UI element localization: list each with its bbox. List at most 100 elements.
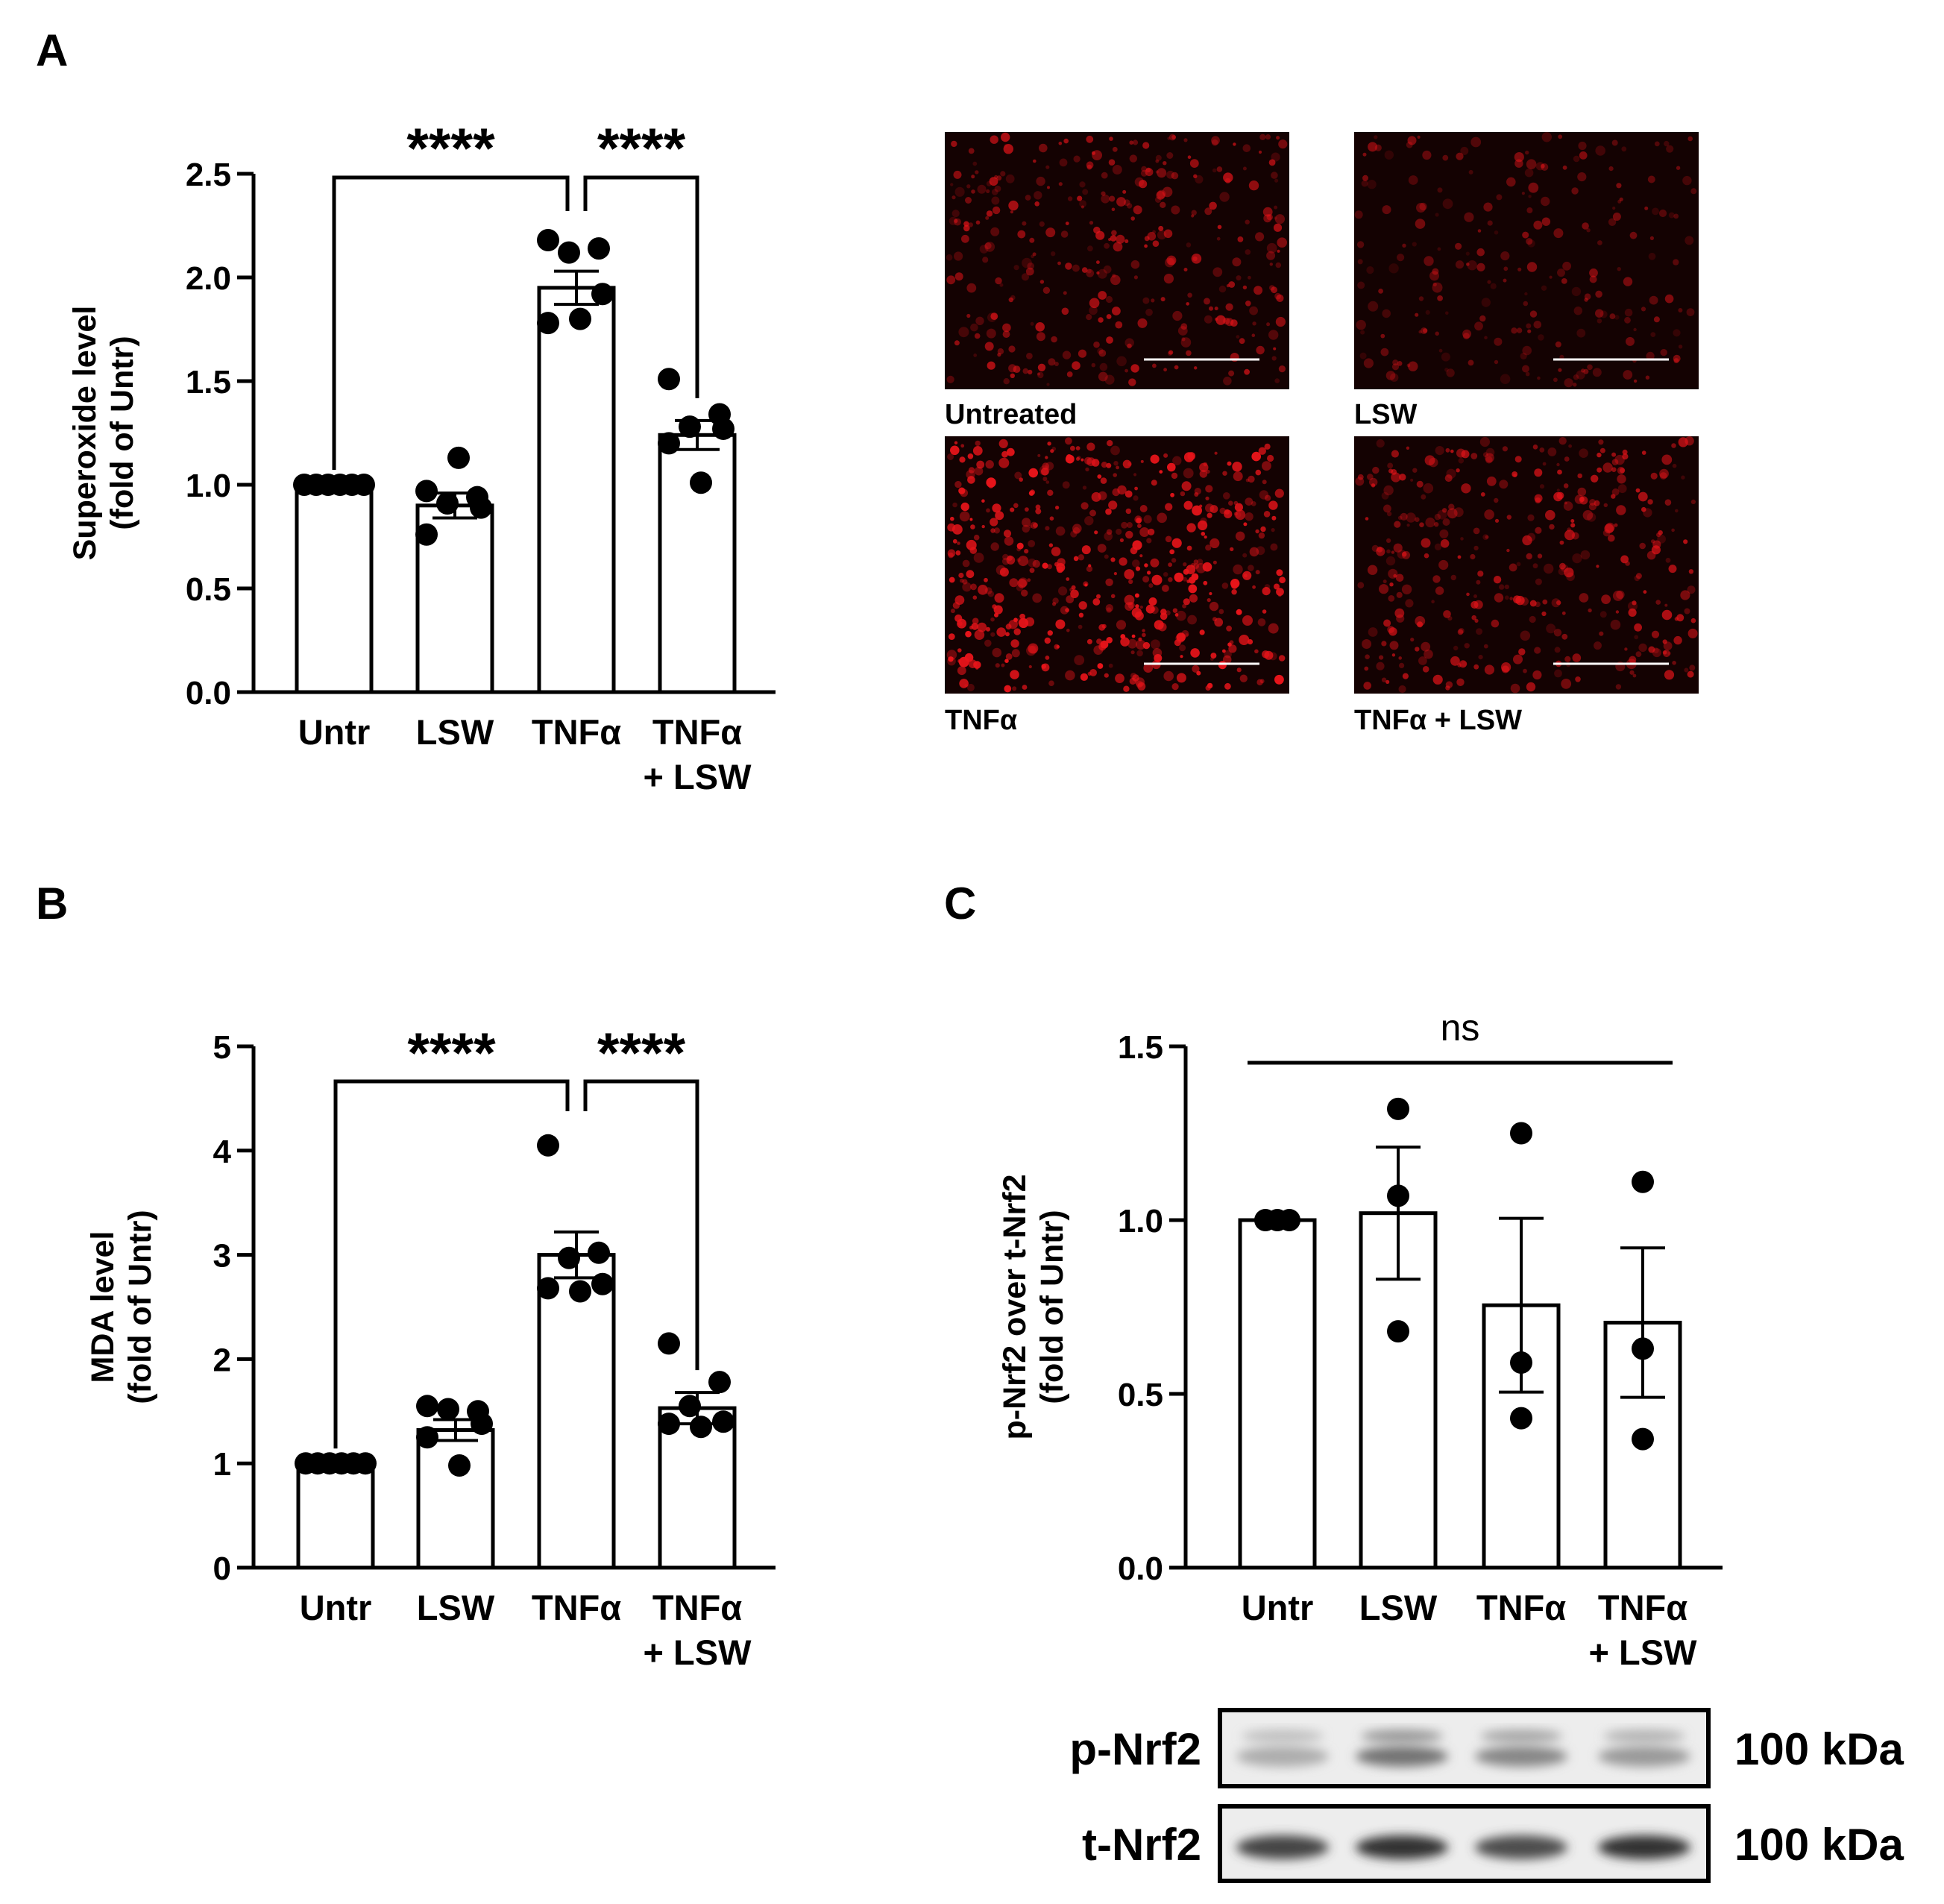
c1-data-point	[658, 1413, 680, 1436]
micrograph-cell	[1575, 676, 1581, 682]
micrograph-cell	[1097, 544, 1107, 553]
micrograph-cell	[1163, 229, 1173, 239]
micrograph-cell	[1005, 653, 1013, 660]
blot-band	[1475, 1835, 1567, 1859]
micrograph-cell	[1653, 316, 1660, 323]
micrograph-cell	[1142, 576, 1150, 583]
micrograph-cell	[1072, 527, 1080, 535]
micrograph-cell	[1611, 488, 1620, 496]
micrograph-cell	[1140, 459, 1144, 463]
micrograph-cell	[1476, 628, 1483, 635]
micrograph-cell	[1224, 682, 1231, 690]
micrograph-cell	[948, 656, 954, 662]
micrograph-cell	[1116, 528, 1122, 535]
micrograph-cell	[1609, 313, 1616, 319]
micrograph-cell	[1248, 275, 1251, 280]
micrograph-cell	[948, 552, 954, 559]
micrograph-cell	[1163, 161, 1167, 166]
micrograph-cell	[1145, 168, 1154, 177]
micrograph-cell	[1391, 450, 1399, 458]
micrograph-cell	[1278, 655, 1286, 662]
micrograph-cell	[990, 135, 998, 144]
micrograph-cell	[1019, 477, 1023, 482]
micrograph-cell	[1384, 150, 1394, 160]
micrograph-cell	[977, 622, 987, 632]
micrograph-cell	[1268, 500, 1278, 510]
micrograph-cell	[1668, 565, 1677, 574]
micrograph-cell	[1249, 547, 1259, 557]
micrograph-cell	[1467, 260, 1477, 271]
micrograph-cell	[1209, 591, 1212, 596]
c1-data-point	[448, 1454, 471, 1477]
micrograph-cell	[1099, 362, 1108, 371]
micrograph-cell	[1425, 310, 1430, 315]
micrograph-cell	[1037, 363, 1046, 371]
micrograph-cell	[1210, 538, 1220, 549]
micrograph-cell	[1277, 249, 1280, 253]
micrograph-cell	[950, 445, 960, 456]
micrograph-cell	[1542, 599, 1548, 605]
micrograph-cell	[1199, 629, 1205, 635]
micrograph-cell	[1279, 576, 1286, 584]
micrograph-cell	[1485, 453, 1494, 463]
micrograph-cell	[1275, 316, 1286, 327]
micrograph-cell	[1036, 176, 1045, 186]
micrograph-cell	[1106, 336, 1113, 344]
micrograph-cell	[1273, 347, 1277, 351]
micrograph-cell	[1106, 462, 1112, 468]
micrograph-cell	[999, 568, 1009, 577]
micrograph-cell	[1144, 244, 1148, 248]
micrograph-grid: Untreated LSW TNFα TNFα + LSW	[945, 132, 1699, 736]
micrograph-cell	[998, 457, 1010, 468]
micrograph-cell	[1042, 562, 1048, 569]
micrograph-cell	[1245, 219, 1250, 224]
micrograph-cell	[1101, 623, 1107, 629]
c0-data-point	[537, 228, 559, 251]
micrograph-cell	[1386, 538, 1391, 544]
micrograph-cell	[1406, 141, 1413, 148]
micrograph-cell	[1012, 686, 1017, 691]
micrograph-cell	[1163, 670, 1174, 682]
micrograph-cell	[973, 662, 978, 667]
micrograph-cell	[1629, 656, 1637, 664]
micrograph-cell	[1133, 495, 1139, 501]
micrograph-cell	[1081, 267, 1088, 273]
micrograph-cell	[1651, 545, 1661, 555]
micrograph-cell	[1591, 474, 1599, 483]
micrograph-cell	[1445, 685, 1450, 691]
c1-data-point	[416, 1395, 438, 1418]
micrograph-cell	[954, 272, 963, 281]
micrograph-cell	[1089, 669, 1097, 676]
micrograph-cell	[1434, 543, 1442, 550]
micrograph-cell	[1165, 535, 1172, 543]
micrograph-cell	[1617, 267, 1621, 271]
micrograph-cell	[1678, 308, 1683, 312]
micrograph-cell	[1230, 319, 1238, 327]
micrograph-cell	[1205, 503, 1214, 513]
c1-sig-bracket	[583, 1079, 699, 1371]
micrograph-cell	[1359, 352, 1367, 359]
micrograph-cell	[1604, 524, 1614, 534]
micrograph-cell	[1248, 180, 1259, 191]
micrograph-cell	[1406, 524, 1410, 527]
micrograph-cell	[1183, 576, 1188, 582]
micrograph-cell	[1662, 639, 1667, 644]
micrograph-cell	[1356, 241, 1365, 248]
micrograph-cell	[1086, 135, 1094, 143]
micrograph-cell	[963, 221, 969, 227]
micrograph-cell	[1567, 527, 1571, 532]
micrograph-cell	[1028, 490, 1034, 496]
micrograph-cell	[1183, 468, 1194, 479]
micrograph-cell	[1204, 207, 1212, 216]
micrograph-cell	[1116, 465, 1119, 470]
micrograph-cell	[1212, 267, 1223, 277]
micrograph-cell	[1193, 174, 1198, 178]
micrograph-cell	[973, 354, 978, 357]
micrograph-cell	[1431, 600, 1435, 603]
micrograph-cell	[1399, 474, 1406, 481]
micrograph-cell	[1399, 662, 1405, 669]
micrograph-cell	[1639, 542, 1646, 550]
micrograph-cell	[1227, 642, 1232, 647]
micrograph-cell	[1215, 315, 1226, 325]
micrograph-cell	[1230, 579, 1240, 588]
